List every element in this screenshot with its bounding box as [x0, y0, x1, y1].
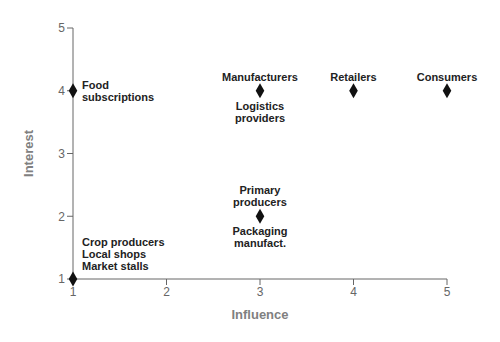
- svg-text:1: 1: [70, 285, 77, 299]
- svg-text:2: 2: [58, 210, 65, 224]
- svg-text:Logisticsproviders: Logisticsproviders: [235, 100, 285, 124]
- svg-text:Interest: Interest: [21, 129, 36, 177]
- svg-text:Primaryproducers: Primaryproducers: [233, 184, 287, 208]
- svg-text:2: 2: [163, 285, 170, 299]
- svg-text:Crop producersLocal shopsMarke: Crop producersLocal shopsMarket stalls: [82, 236, 165, 272]
- svg-text:Foodsubscriptions: Foodsubscriptions: [82, 79, 154, 103]
- svg-text:5: 5: [58, 21, 65, 35]
- svg-text:Consumers: Consumers: [417, 71, 478, 83]
- svg-text:Retailers: Retailers: [330, 71, 376, 83]
- svg-text:3: 3: [257, 285, 264, 299]
- svg-text:3: 3: [58, 147, 65, 161]
- svg-text:Influence: Influence: [231, 307, 288, 322]
- svg-text:4: 4: [350, 285, 357, 299]
- svg-text:1: 1: [58, 272, 65, 286]
- svg-text:4: 4: [58, 84, 65, 98]
- svg-text:5: 5: [444, 285, 451, 299]
- svg-text:Manufacturers: Manufacturers: [222, 71, 298, 83]
- svg-text:Packagingmanufact.: Packagingmanufact.: [232, 225, 287, 249]
